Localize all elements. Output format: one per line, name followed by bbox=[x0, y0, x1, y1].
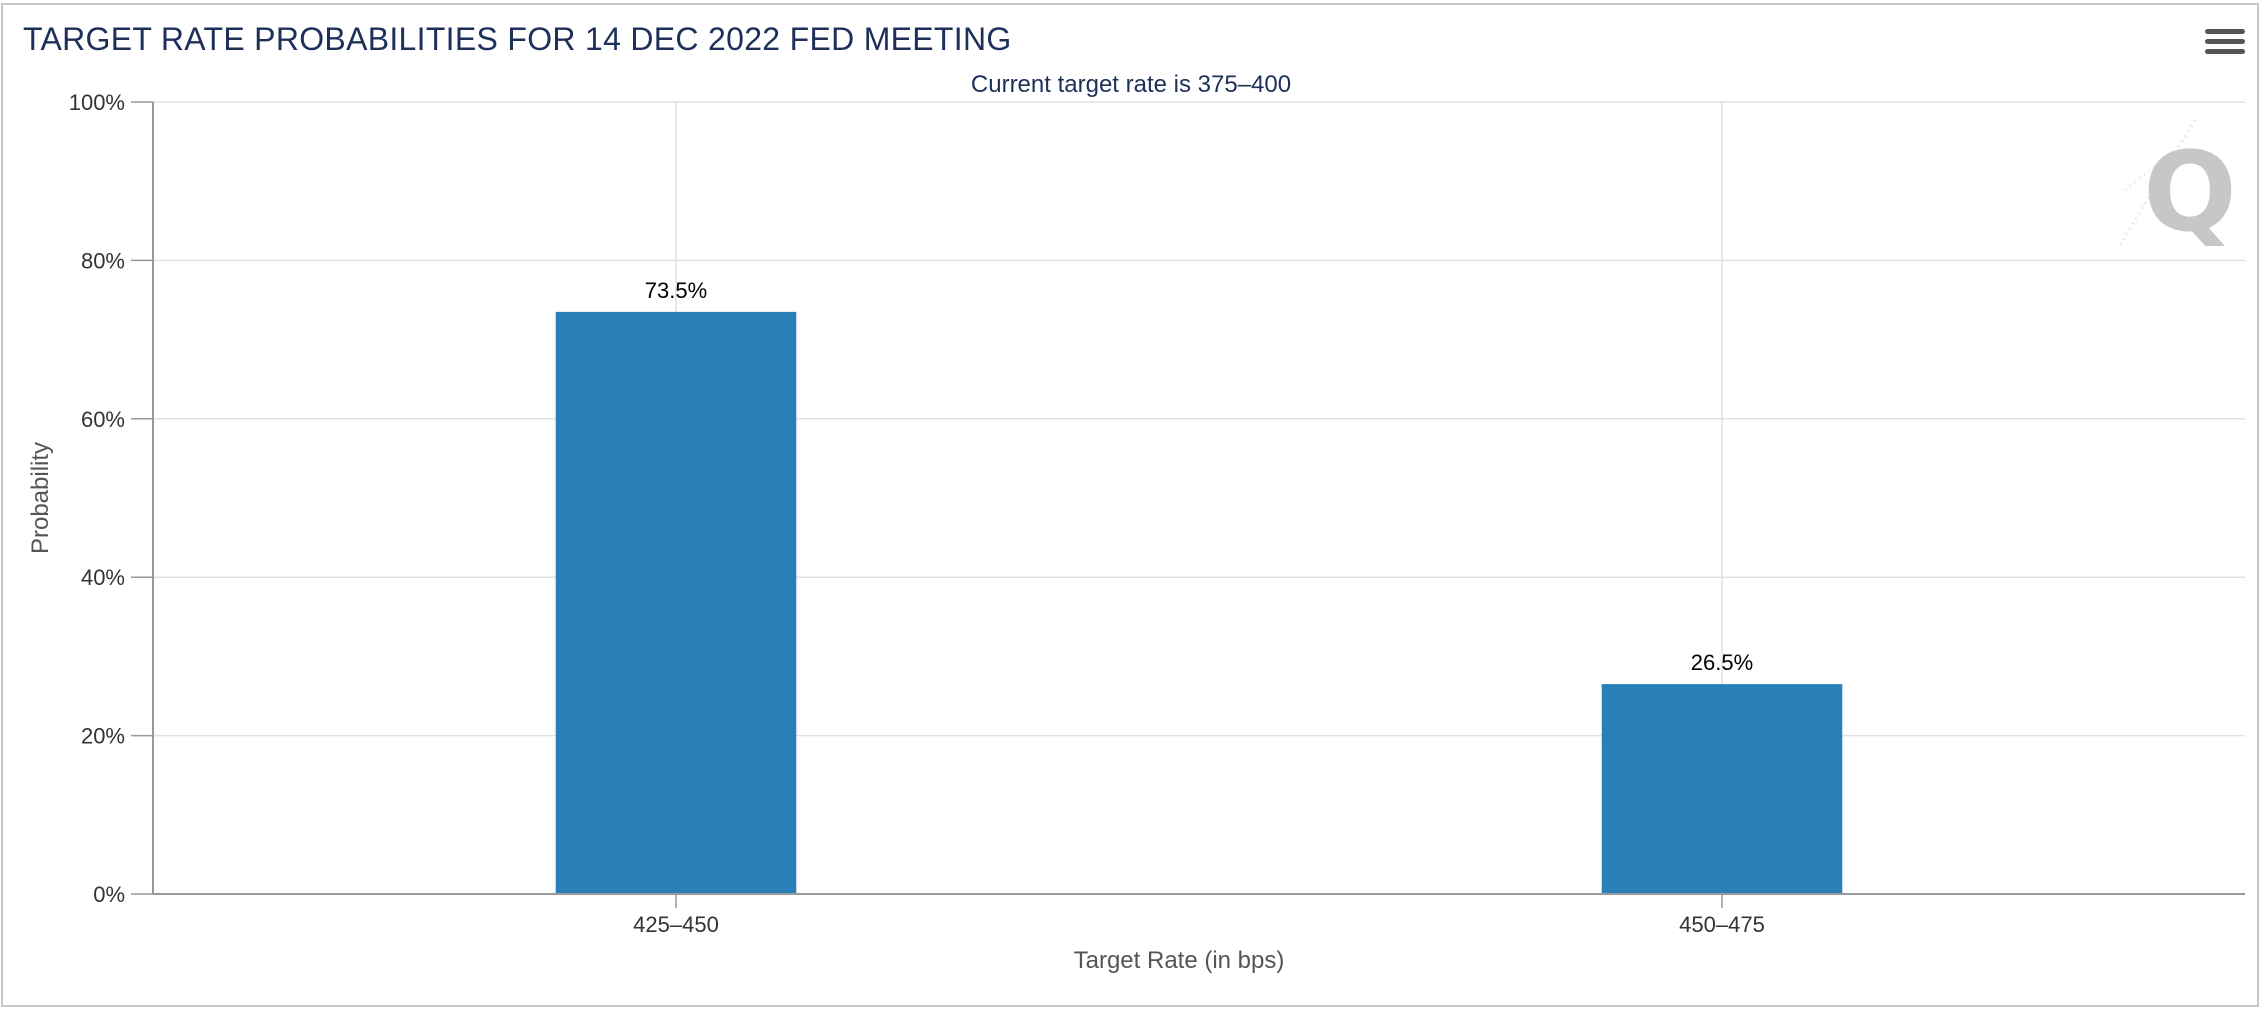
chart-container: TARGET RATE PROBABILITIES FOR 14 DEC 202… bbox=[1, 3, 2259, 1007]
bar bbox=[555, 311, 797, 894]
bar bbox=[1601, 684, 1843, 894]
y-tick-label: 60% bbox=[81, 407, 125, 432]
chart-subtitle: Current target rate is 375–400 bbox=[971, 71, 1291, 98]
q-logo-watermark: Q bbox=[2118, 119, 2237, 256]
svg-text:Q: Q bbox=[2143, 128, 2237, 256]
y-tick-label: 20% bbox=[81, 724, 125, 749]
hamburger-menu-icon[interactable] bbox=[2205, 29, 2245, 65]
data-label: 26.5% bbox=[1691, 650, 1753, 675]
axes bbox=[131, 101, 2245, 908]
x-tick-label: 425–450 bbox=[633, 912, 719, 937]
x-axis-title: Target Rate (in bps) bbox=[1074, 947, 1285, 974]
y-tick-label: 100% bbox=[69, 90, 125, 115]
gridlines bbox=[153, 101, 2245, 894]
y-tick-label: 40% bbox=[81, 565, 125, 590]
data-label: 73.5% bbox=[645, 278, 707, 303]
tick-labels: 0% 20% 40% 60% 80% 100% 73.5% 425–450 26.5% 450–4… bbox=[69, 90, 1765, 937]
y-tick-label: 80% bbox=[81, 248, 125, 273]
y-axis-title: Probability bbox=[27, 442, 54, 554]
y-tick-label: 0% bbox=[93, 882, 125, 907]
x-tick-label: 450–475 bbox=[1679, 912, 1765, 937]
bar-series bbox=[555, 311, 1843, 894]
chart-title: TARGET RATE PROBABILITIES FOR 14 DEC 202… bbox=[23, 21, 1012, 57]
